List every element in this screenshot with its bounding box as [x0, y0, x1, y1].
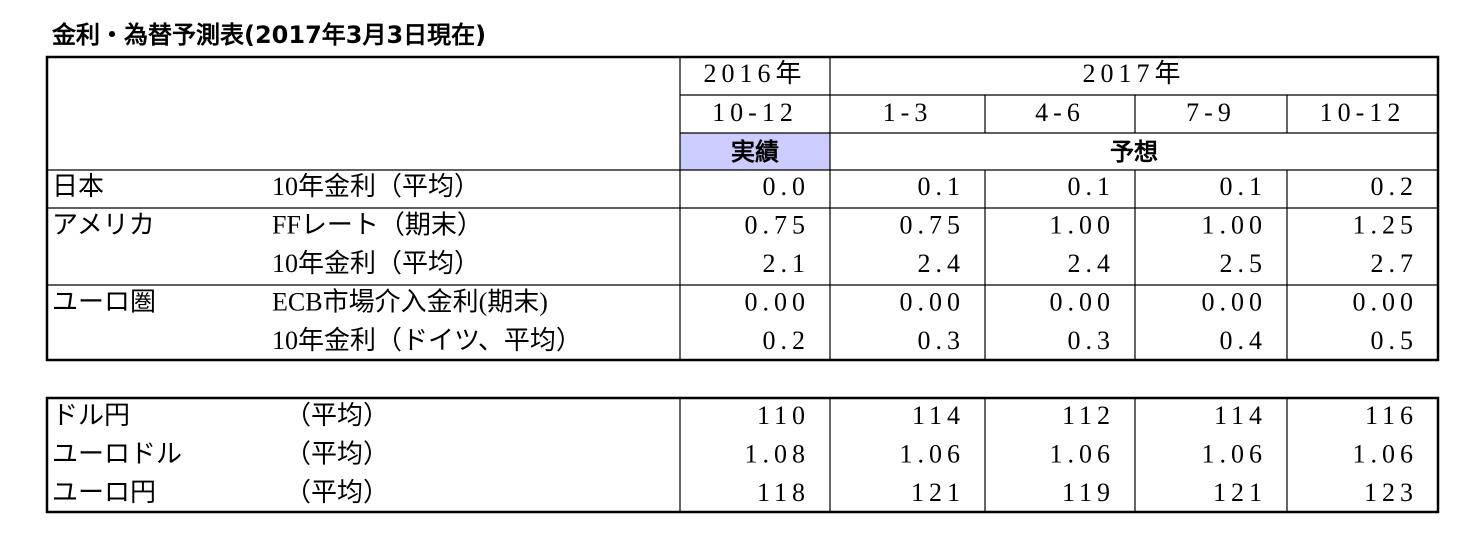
cell-value: 123: [1364, 478, 1418, 507]
header-quarter: 4-6: [1035, 98, 1085, 127]
cell-value: 0.00: [745, 287, 811, 316]
cell-value: 0.00: [900, 287, 966, 316]
cell-value: 2.4: [1068, 249, 1116, 278]
header-quarter: 10-12: [1320, 98, 1406, 127]
table-border: [45, 396, 1440, 514]
cell-value: 0.0: [763, 172, 811, 201]
cell-value: 1.06: [1353, 439, 1419, 468]
indicator-label: 10年金利（平均）: [272, 172, 480, 201]
cell-value: 116: [1365, 401, 1418, 430]
cell-value: 1.00: [1202, 210, 1268, 239]
header-year: 2017年: [1082, 59, 1185, 88]
indicator-label: 10年金利（ドイツ、平均）: [272, 326, 582, 355]
cell-value: 0.1: [1220, 172, 1268, 201]
cell-value: 114: [1214, 401, 1267, 430]
region-label: ユーロ圏: [52, 287, 156, 316]
region-label: 日本: [52, 172, 104, 201]
indicator-label: FFレート（期末）: [272, 210, 483, 239]
cell-value: 2.7: [1371, 249, 1419, 278]
indicator-label: ECB市場介入金利(期末): [272, 287, 548, 316]
cell-value: 0.00: [1353, 287, 1419, 316]
table-border: [45, 55, 1440, 362]
fx-label: ユーロ円: [52, 478, 156, 507]
cell-value: 0.2: [763, 326, 811, 355]
cell-value: 121: [1213, 478, 1267, 507]
cell-value: 1.00: [1050, 210, 1116, 239]
actual-cell: [680, 133, 830, 170]
cell-value: 0.75: [900, 210, 966, 239]
cell-value: 119: [1062, 478, 1115, 507]
cell-value: 0.1: [1068, 172, 1116, 201]
fx-note: （平均）: [285, 478, 389, 507]
cell-value: 110: [757, 401, 810, 430]
cell-value: 0.1: [918, 172, 966, 201]
cell-value: 1.25: [1353, 210, 1419, 239]
header-actual: 実績: [731, 138, 779, 166]
region-label: アメリカ: [52, 210, 155, 239]
cell-value: 0.3: [1068, 326, 1116, 355]
fx-note: （平均）: [285, 439, 389, 468]
cell-value: 0.75: [745, 210, 811, 239]
cell-value: 114: [912, 401, 965, 430]
header-year: 2016年: [703, 59, 806, 88]
cell-value: 121: [911, 478, 965, 507]
cell-value: 0.5: [1371, 326, 1419, 355]
title: 金利・為替予測表(2017年3月3日現在): [51, 21, 486, 49]
cell-value: 0.2: [1371, 172, 1419, 201]
cell-value: 1.06: [1050, 439, 1116, 468]
fx-label: ドル円: [52, 401, 130, 430]
cell-value: 0.00: [1050, 287, 1116, 316]
cell-value: 0.00: [1202, 287, 1268, 316]
cell-value: 112: [1062, 401, 1115, 430]
header-forecast: 予想: [1110, 138, 1158, 166]
cell-value: 118: [757, 478, 810, 507]
cell-value: 2.5: [1220, 249, 1268, 278]
fx-note: （平均）: [285, 401, 389, 430]
cell-value: 0.3: [918, 326, 966, 355]
fx-label: ユーロドル: [52, 439, 182, 468]
cell-value: 1.08: [745, 439, 811, 468]
cell-value: 2.1: [763, 249, 811, 278]
header-quarter: 7-9: [1186, 98, 1236, 127]
cell-value: 0.4: [1220, 326, 1268, 355]
cell-value: 1.06: [900, 439, 966, 468]
header-quarter: 1-3: [883, 98, 933, 127]
header-quarter: 10-12: [712, 98, 798, 127]
cell-value: 1.06: [1202, 439, 1268, 468]
cell-value: 2.4: [918, 249, 966, 278]
indicator-label: 10年金利（平均）: [272, 249, 480, 278]
